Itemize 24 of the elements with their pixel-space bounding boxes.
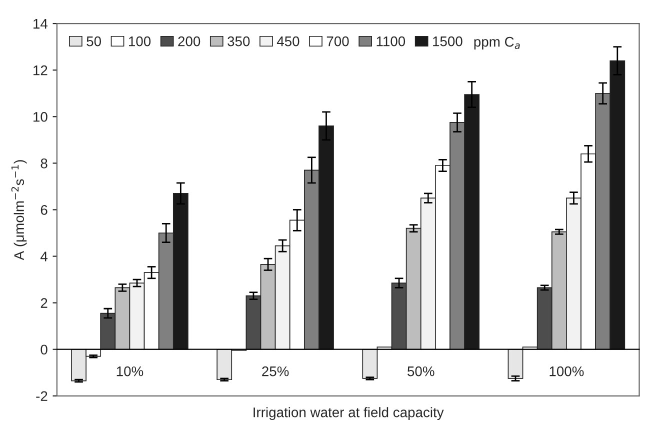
y-tick-label: 2 [40,298,48,308]
y-tick-label: 12 [34,65,48,76]
legend-label: 450 [276,36,300,46]
x-tick-label: 10% [116,366,144,376]
x-tick-label: 50% [408,366,434,376]
x-tick-label: 25% [262,366,289,376]
legend-label: 100 [129,36,151,46]
legend-label: 1100 [376,36,406,46]
legend-title: ppm C$_{a}$ [474,36,520,50]
y-tick-label: -2 [36,391,48,401]
y-tick-label: 10 [34,112,48,122]
legend-label: 1500 [433,36,462,46]
x-tick-label: 100% [550,366,584,376]
y-tick-label: 8 [40,158,48,168]
x-axis-title: Irrigation water at field capacity [254,407,444,420]
legend-label: 200 [178,36,200,46]
y-tick-label: 0 [40,344,48,355]
legend-label: 50 [86,36,102,46]
legend-label: 700 [326,36,349,46]
y-axis-title: A (μmolm$^{−2}$s$^{−1}$) [11,160,27,260]
y-tick-label: 6 [40,205,48,215]
legend-label: 350 [228,36,250,46]
y-tick-label: 4 [40,252,48,262]
y-tick-label: 14 [34,19,48,29]
